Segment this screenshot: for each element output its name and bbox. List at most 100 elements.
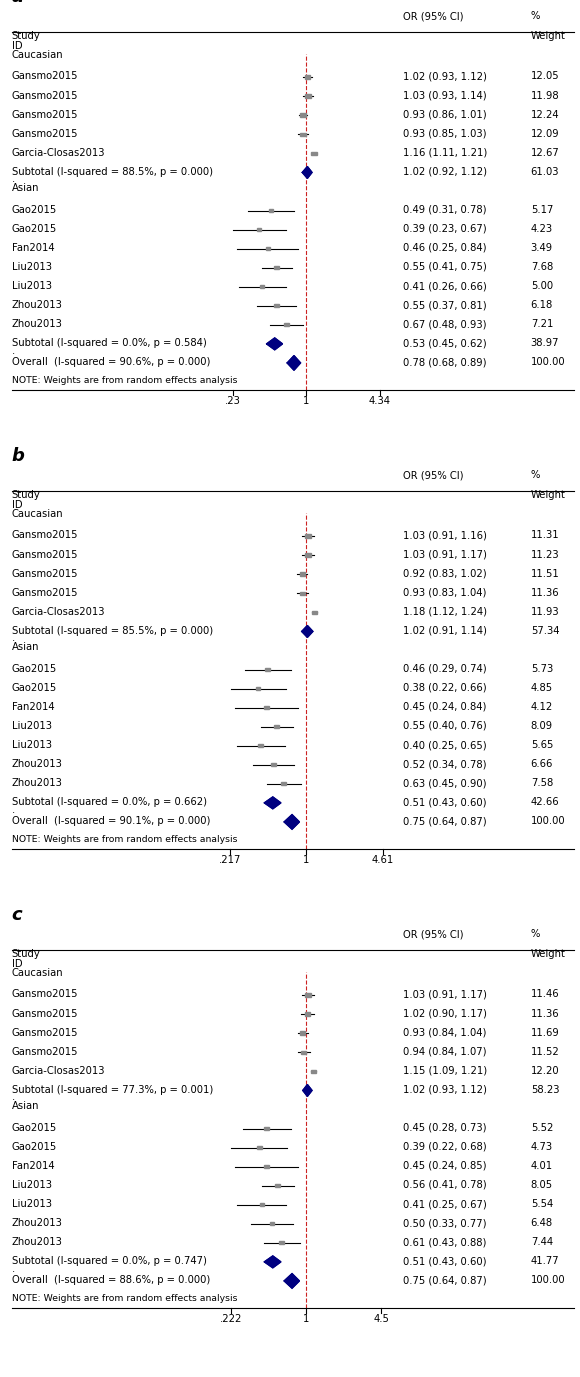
Text: 11.36: 11.36 bbox=[531, 588, 559, 598]
Bar bbox=[312, 610, 317, 614]
Text: b: b bbox=[12, 446, 24, 465]
Text: 4.23: 4.23 bbox=[531, 224, 553, 234]
Text: Fan2014: Fan2014 bbox=[12, 242, 54, 253]
Text: ID: ID bbox=[12, 958, 22, 969]
Text: Zhou2013: Zhou2013 bbox=[12, 300, 63, 310]
Text: 11.31: 11.31 bbox=[531, 530, 559, 541]
Text: 58.23: 58.23 bbox=[531, 1085, 559, 1095]
Bar bbox=[274, 304, 279, 307]
Bar bbox=[270, 1223, 274, 1226]
Text: Gansmo2015: Gansmo2015 bbox=[12, 128, 78, 139]
Text: 57.34: 57.34 bbox=[531, 625, 559, 636]
Text: 12.20: 12.20 bbox=[531, 1066, 559, 1075]
Text: 0.94 (0.84, 1.07): 0.94 (0.84, 1.07) bbox=[403, 1047, 487, 1056]
Bar bbox=[258, 229, 262, 231]
Text: 0.51 (0.43, 0.60): 0.51 (0.43, 0.60) bbox=[403, 797, 487, 807]
Text: Gansmo2015: Gansmo2015 bbox=[12, 588, 78, 598]
Polygon shape bbox=[302, 167, 312, 179]
Text: Weight: Weight bbox=[531, 489, 566, 500]
Text: .: . bbox=[12, 1264, 15, 1274]
Text: 100.00: 100.00 bbox=[531, 1275, 566, 1285]
Text: 4.12: 4.12 bbox=[531, 702, 553, 712]
Text: Gansmo2015: Gansmo2015 bbox=[12, 549, 78, 559]
Text: 0.45 (0.28, 0.73): 0.45 (0.28, 0.73) bbox=[403, 1122, 487, 1133]
Text: Overall  (I-squared = 90.6%, p = 0.000): Overall (I-squared = 90.6%, p = 0.000) bbox=[12, 357, 210, 368]
Text: 0.40 (0.25, 0.65): 0.40 (0.25, 0.65) bbox=[403, 739, 487, 750]
Text: 11.23: 11.23 bbox=[531, 549, 559, 559]
Text: 0.49 (0.31, 0.78): 0.49 (0.31, 0.78) bbox=[403, 205, 487, 215]
Text: Gao2015: Gao2015 bbox=[12, 1142, 57, 1153]
Text: 1.03 (0.93, 1.14): 1.03 (0.93, 1.14) bbox=[403, 91, 487, 101]
Text: 0.55 (0.41, 0.75): 0.55 (0.41, 0.75) bbox=[403, 262, 487, 273]
Bar bbox=[260, 1203, 264, 1206]
Text: 1.03 (0.91, 1.17): 1.03 (0.91, 1.17) bbox=[403, 549, 487, 559]
Text: ID: ID bbox=[12, 41, 22, 51]
Text: 0.93 (0.86, 1.01): 0.93 (0.86, 1.01) bbox=[403, 110, 487, 120]
Text: Zhou2013: Zhou2013 bbox=[12, 319, 63, 329]
Text: 0.61 (0.43, 0.88): 0.61 (0.43, 0.88) bbox=[403, 1237, 487, 1248]
Text: 100.00: 100.00 bbox=[531, 817, 566, 826]
Text: 0.45 (0.24, 0.84): 0.45 (0.24, 0.84) bbox=[403, 702, 487, 712]
Text: 0.41 (0.25, 0.67): 0.41 (0.25, 0.67) bbox=[403, 1199, 487, 1209]
Text: Gansmo2015: Gansmo2015 bbox=[12, 569, 78, 578]
Text: Zhou2013: Zhou2013 bbox=[12, 778, 63, 788]
Text: Subtotal (I-squared = 0.0%, p = 0.662): Subtotal (I-squared = 0.0%, p = 0.662) bbox=[12, 797, 206, 807]
Text: 1.02 (0.93, 1.12): 1.02 (0.93, 1.12) bbox=[403, 1085, 487, 1095]
Text: 0.63 (0.45, 0.90): 0.63 (0.45, 0.90) bbox=[403, 778, 487, 788]
Text: Gansmo2015: Gansmo2015 bbox=[12, 110, 78, 120]
Text: %: % bbox=[531, 11, 540, 22]
Text: 8.05: 8.05 bbox=[531, 1180, 553, 1190]
Text: Garcia-Closas2013: Garcia-Closas2013 bbox=[12, 1066, 105, 1075]
Text: Zhou2013: Zhou2013 bbox=[12, 1237, 63, 1248]
Text: 11.98: 11.98 bbox=[531, 91, 559, 101]
Bar bbox=[264, 1165, 269, 1168]
Text: Gansmo2015: Gansmo2015 bbox=[12, 530, 78, 541]
Text: .222: .222 bbox=[220, 1315, 242, 1325]
Text: 5.65: 5.65 bbox=[531, 739, 553, 750]
Text: 11.52: 11.52 bbox=[531, 1047, 560, 1056]
Text: 0.51 (0.43, 0.60): 0.51 (0.43, 0.60) bbox=[403, 1256, 487, 1267]
Text: 5.17: 5.17 bbox=[531, 205, 553, 215]
Text: 100.00: 100.00 bbox=[531, 357, 566, 368]
Text: Study: Study bbox=[12, 489, 41, 500]
Text: 1.02 (0.93, 1.12): 1.02 (0.93, 1.12) bbox=[403, 72, 487, 81]
Bar bbox=[304, 1012, 310, 1016]
Bar bbox=[284, 324, 289, 326]
Text: Gao2015: Gao2015 bbox=[12, 1122, 57, 1133]
Text: 4.85: 4.85 bbox=[531, 683, 553, 693]
Text: .: . bbox=[12, 346, 15, 355]
Bar bbox=[274, 726, 279, 728]
Text: 8.09: 8.09 bbox=[531, 722, 553, 731]
Bar bbox=[300, 1031, 306, 1036]
Text: 1: 1 bbox=[303, 397, 310, 406]
Text: 11.69: 11.69 bbox=[531, 1027, 560, 1038]
Text: 0.78 (0.68, 0.89): 0.78 (0.68, 0.89) bbox=[403, 357, 487, 368]
Text: 12.67: 12.67 bbox=[531, 147, 560, 158]
Text: .: . bbox=[12, 1092, 15, 1103]
Text: 0.38 (0.22, 0.66): 0.38 (0.22, 0.66) bbox=[403, 683, 487, 693]
Text: ID: ID bbox=[12, 500, 22, 509]
Text: 4.73: 4.73 bbox=[531, 1142, 553, 1153]
Text: 0.93 (0.83, 1.04): 0.93 (0.83, 1.04) bbox=[403, 588, 487, 598]
Text: Caucasian: Caucasian bbox=[12, 50, 63, 59]
Bar bbox=[264, 1126, 269, 1131]
Text: 41.77: 41.77 bbox=[531, 1256, 559, 1267]
Text: .: . bbox=[12, 633, 15, 643]
Text: Fan2014: Fan2014 bbox=[12, 702, 54, 712]
Text: 0.67 (0.48, 0.93): 0.67 (0.48, 0.93) bbox=[403, 319, 487, 329]
Text: 0.46 (0.29, 0.74): 0.46 (0.29, 0.74) bbox=[403, 664, 487, 673]
Text: Gansmo2015: Gansmo2015 bbox=[12, 1008, 78, 1019]
Text: OR (95% CI): OR (95% CI) bbox=[403, 929, 463, 939]
Text: .23: .23 bbox=[225, 397, 241, 406]
Text: 1.15 (1.09, 1.21): 1.15 (1.09, 1.21) bbox=[403, 1066, 487, 1075]
Text: a: a bbox=[12, 0, 24, 6]
Text: 0.53 (0.45, 0.62): 0.53 (0.45, 0.62) bbox=[403, 339, 487, 348]
Text: 4.61: 4.61 bbox=[372, 855, 394, 866]
Text: Zhou2013: Zhou2013 bbox=[12, 759, 63, 770]
Text: 11.46: 11.46 bbox=[531, 990, 559, 1000]
Text: 4.34: 4.34 bbox=[369, 397, 391, 406]
Text: OR (95% CI): OR (95% CI) bbox=[403, 11, 463, 22]
Text: Gansmo2015: Gansmo2015 bbox=[12, 990, 78, 1000]
Text: 6.18: 6.18 bbox=[531, 300, 553, 310]
Text: c: c bbox=[12, 906, 22, 924]
